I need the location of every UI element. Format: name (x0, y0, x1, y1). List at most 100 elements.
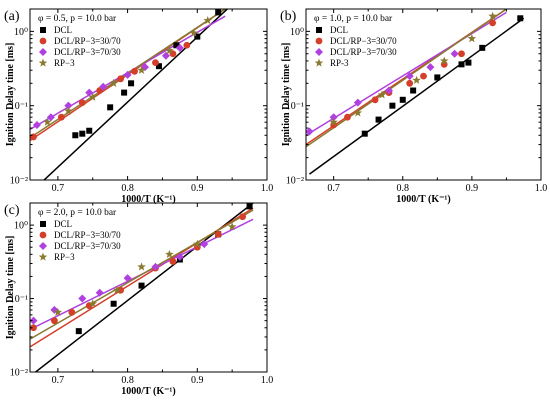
x-tick-label: 0.9 (191, 183, 204, 194)
panel-label: (b) (280, 9, 297, 24)
data-point-series-1 (86, 127, 93, 134)
chart-panel-3: 0.7 0.8 0.9 1.0 10⁻² 10⁻¹ 10⁰ 1000/T (K⁻¹) Ignit… (4, 202, 274, 397)
data-point-series-4 (227, 222, 237, 231)
fit-line-series-1 (309, 17, 525, 175)
plot-frame (29, 202, 268, 373)
data-point-series-3 (353, 98, 362, 107)
x-tick-label: 0.7 (327, 183, 340, 194)
data-point-series-1 (128, 80, 135, 87)
data-point-series-1 (399, 96, 406, 103)
x-tick-label: 0.9 (466, 183, 479, 194)
data-point-series-3 (85, 88, 94, 97)
legend-label: DCL/RP−3=30/70 (54, 230, 121, 240)
data-point-series-1 (246, 203, 253, 210)
y-tick-label: 10⁰ (290, 27, 304, 38)
fit-line-series-3 (306, 11, 507, 136)
y-tick-label: 10⁰ (14, 27, 28, 38)
data-point-series-2 (344, 113, 351, 121)
plot-frame (305, 8, 542, 181)
data-point-series-2 (131, 67, 138, 75)
data-point-series-1 (361, 130, 368, 137)
data-point-series-3 (30, 316, 38, 325)
data-point-series-4 (488, 11, 497, 20)
data-point-series-3 (95, 288, 104, 297)
x-tick-label: 0.7 (52, 375, 65, 386)
data-point-series-3 (450, 49, 459, 58)
data-point-series-2 (68, 308, 76, 316)
y-tick-label: 10⁻¹ (286, 101, 304, 112)
y-axis-label: Ignition Delay time [ms] (5, 43, 16, 147)
legend-marker (40, 221, 46, 227)
data-point-series-4 (412, 75, 421, 84)
plot-area (306, 9, 525, 175)
data-point-series-4 (43, 117, 52, 126)
data-point-series-4 (377, 90, 387, 99)
data-point-series-3 (329, 113, 338, 122)
legend-label: DCL/RP−3=70/30 (54, 241, 121, 251)
legend-label: RP−3 (54, 58, 75, 68)
y-tick-label: 10⁻¹ (10, 101, 28, 112)
legend-label: DCL/RP−3=30/70 (330, 36, 397, 46)
x-tick-label: 1.0 (261, 375, 274, 386)
y-tick-label: 10⁰ (14, 221, 28, 232)
data-point-series-1 (155, 63, 162, 70)
data-point-series-4 (353, 108, 363, 117)
x-tick-label: 1.0 (535, 183, 548, 194)
data-point-series-2 (371, 96, 379, 104)
data-point-series-2 (152, 59, 159, 66)
y-tick-label: 10⁻² (286, 176, 304, 187)
data-point-series-1 (517, 15, 524, 22)
data-point-series-3 (151, 262, 160, 271)
panel-label: (c) (4, 203, 20, 218)
x-tick-label: 1.0 (261, 183, 274, 194)
data-point-series-3 (64, 101, 73, 110)
data-point-series-4 (467, 34, 477, 43)
x-axis-label: 1000/T (K⁻¹) (121, 194, 175, 205)
x-axis-label: 1000/T (K⁻¹) (121, 386, 175, 397)
data-point-series-1 (173, 42, 180, 49)
condition-text: φ = 1.0, p = 10.0 bar (314, 14, 393, 24)
data-point-series-3 (175, 43, 184, 52)
data-point-series-4 (165, 249, 174, 258)
condition-text: φ = 0.5, p = 10.0 bar (38, 14, 117, 24)
x-tick-label: 0.8 (397, 183, 410, 194)
data-point-series-1 (479, 44, 486, 51)
legend-label: RP-3 (330, 58, 349, 68)
data-point-series-3 (161, 51, 170, 60)
data-point-series-2 (57, 113, 65, 121)
legend-marker (316, 27, 322, 33)
legend-marker (38, 58, 48, 67)
data-point-series-4 (53, 307, 63, 316)
data-point-series-1 (389, 102, 396, 109)
data-point-series-4 (88, 92, 98, 101)
data-point-series-3 (123, 274, 132, 283)
x-axis-label: 1000/T (K⁻¹) (396, 194, 450, 205)
data-point-series-2 (420, 72, 427, 80)
data-point-series-2 (169, 258, 177, 265)
y-tick-label: 10⁻² (10, 368, 28, 379)
data-point-series-4 (88, 299, 98, 308)
panel-label: (a) (4, 9, 20, 24)
data-point-series-2 (458, 50, 465, 58)
data-point-series-2 (406, 79, 414, 87)
legend-label: DCL/RP−3=70/30 (54, 47, 121, 57)
legend-marker (39, 231, 47, 239)
data-point-series-1 (138, 282, 145, 289)
data-point-series-1 (110, 300, 117, 307)
data-point-series-3 (175, 252, 184, 261)
legend-marker (40, 27, 46, 33)
condition-text: φ = 2.0, p = 10.0 bar (38, 208, 117, 218)
legend-marker (314, 58, 324, 67)
data-point-series-2 (183, 41, 191, 49)
data-point-series-3 (405, 72, 414, 81)
data-point-series-4 (64, 106, 73, 115)
data-point-series-2 (489, 19, 497, 27)
data-point-series-2 (117, 75, 125, 83)
data-point-series-1 (458, 61, 465, 68)
data-point-series-4 (165, 46, 174, 55)
data-point-series-1 (375, 116, 382, 123)
